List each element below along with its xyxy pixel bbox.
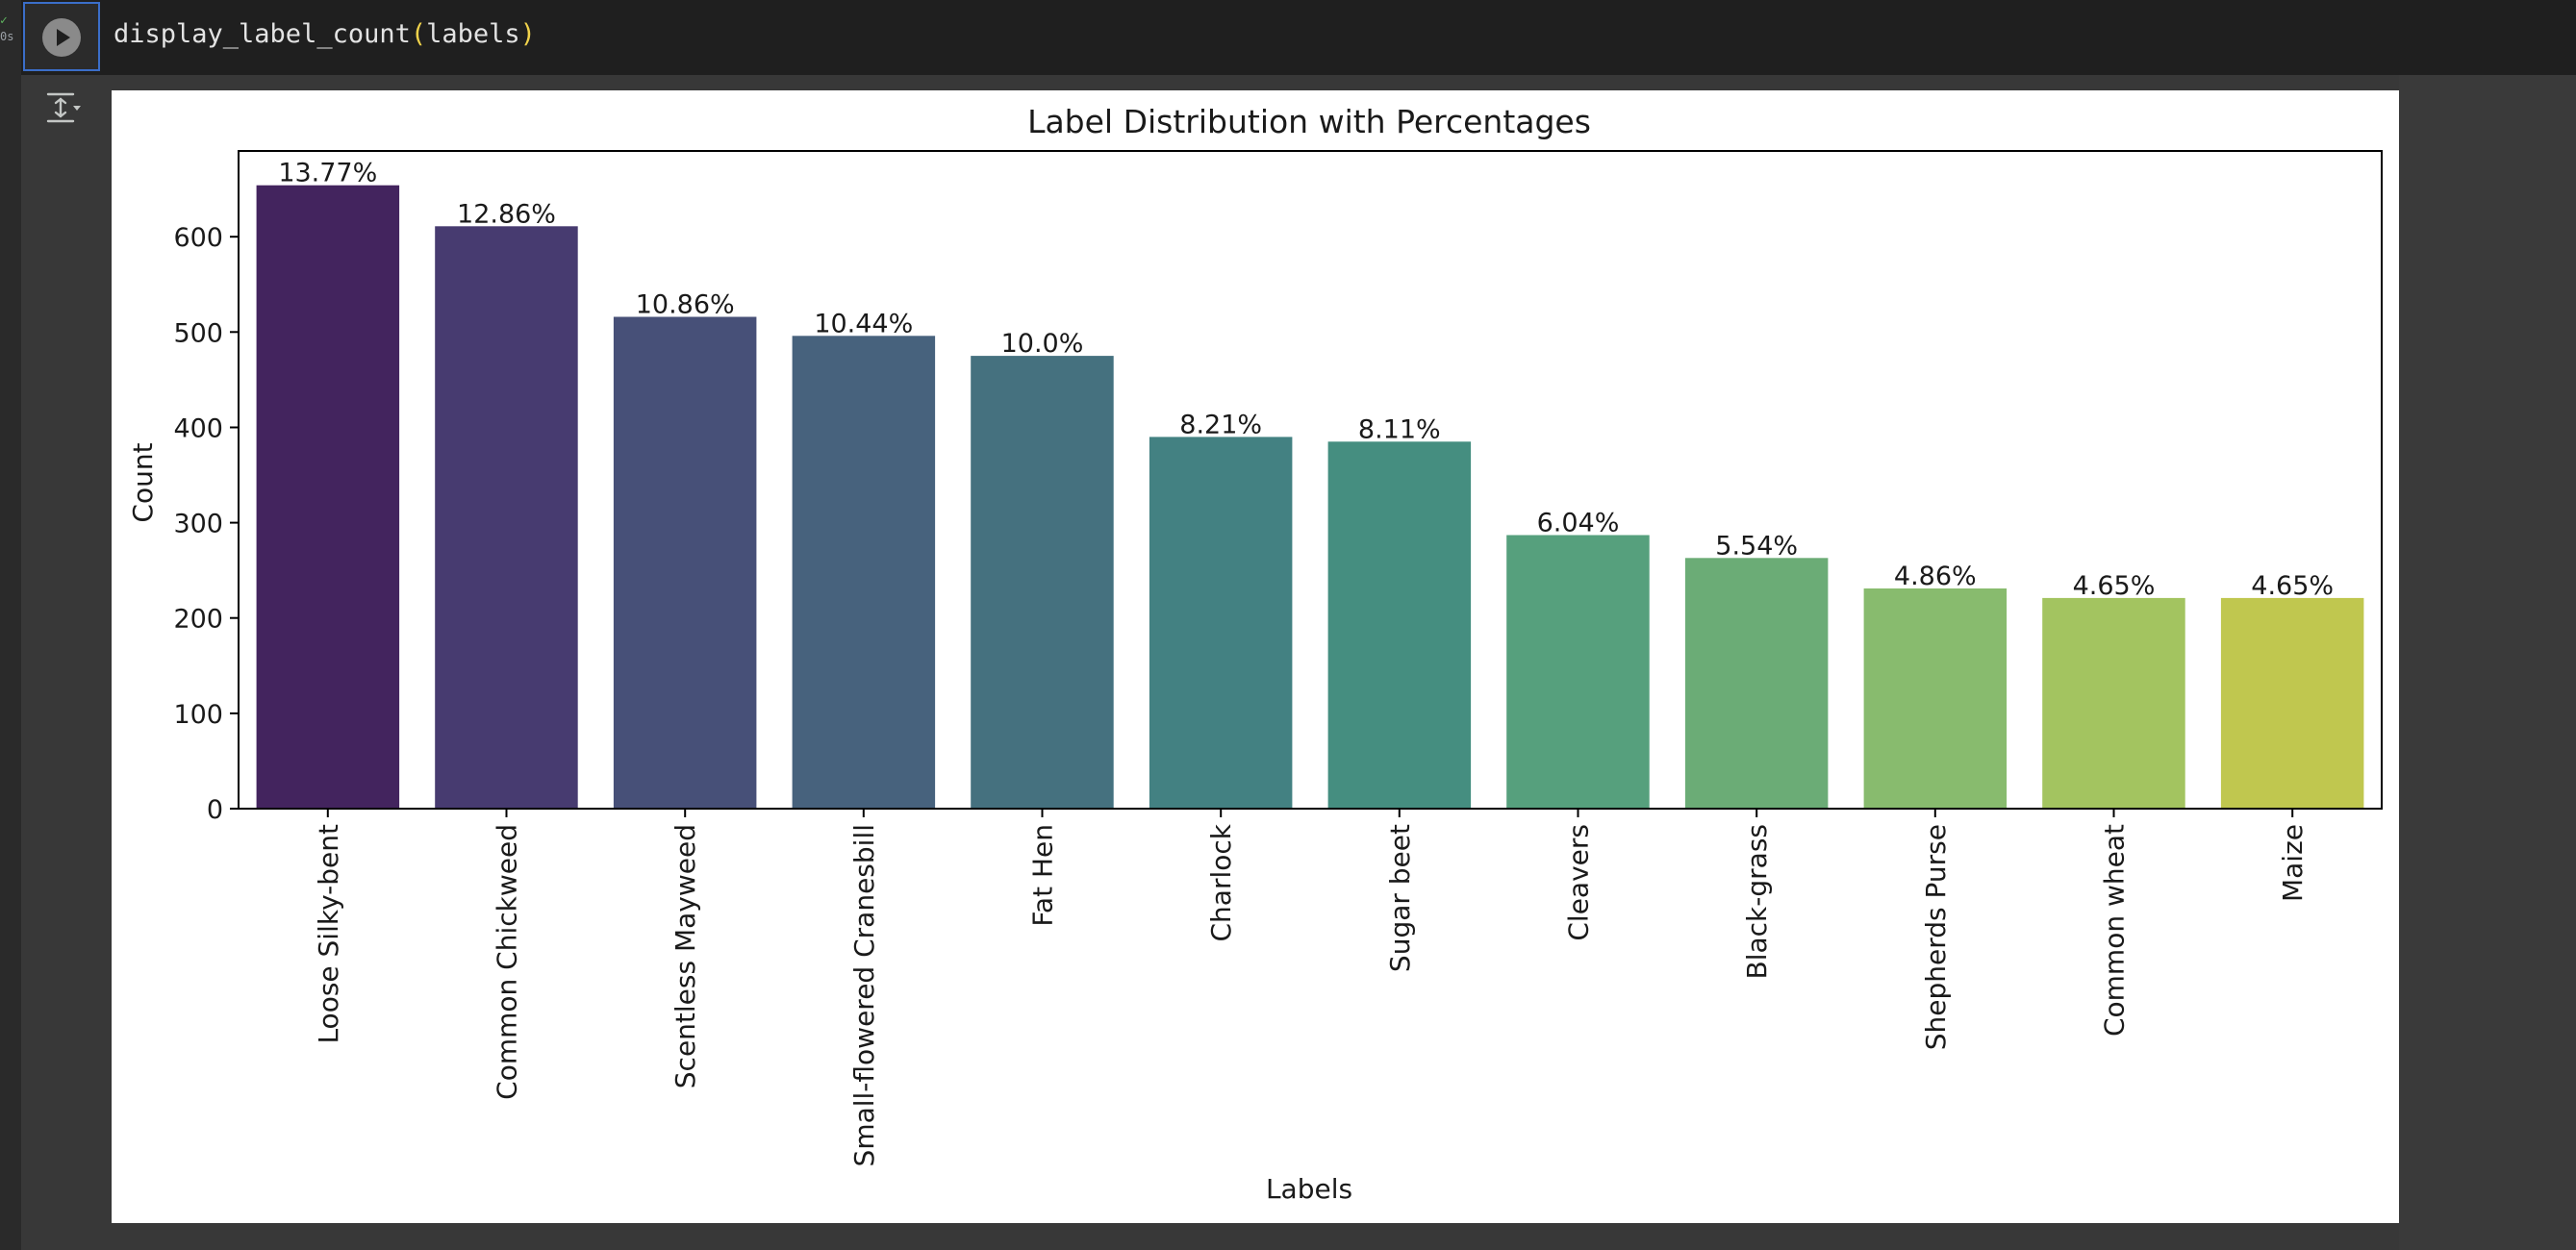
bar-percent-label: 5.54%: [1715, 531, 1798, 561]
bar-3: [792, 336, 936, 809]
y-tick-label: 100: [173, 700, 223, 730]
x-tick-label: Black-grass: [1741, 824, 1773, 979]
y-tick-label: 200: [173, 605, 223, 635]
bar-2: [613, 316, 757, 809]
execution-time: 0s: [0, 30, 14, 43]
x-tick-label: Common wheat: [2099, 824, 2131, 1037]
bar-percent-label: 8.11%: [1358, 414, 1441, 444]
x-tick-label: Shepherds Purse: [1920, 824, 1952, 1050]
x-tick-label: Cleavers: [1563, 824, 1595, 941]
bar-percent-label: 4.86%: [1894, 562, 1977, 591]
bar-1: [435, 226, 578, 810]
code-cell-input[interactable]: [0, 0, 2576, 75]
bar-percent-label: 4.65%: [2073, 571, 2156, 601]
code-close-paren: ): [519, 19, 536, 49]
bar-percent-label: 10.86%: [636, 290, 735, 320]
bar-10: [2042, 597, 2185, 809]
code-editor-line[interactable]: display_label_count(labels): [114, 17, 536, 52]
code-argument: labels: [426, 19, 520, 49]
x-tick-label: Loose Silky-bent: [313, 824, 344, 1044]
x-tick-label: Scentless Mayweed: [669, 824, 701, 1088]
code-function-name: display_label_count: [114, 19, 411, 49]
x-tick-label: Small-flowered Cranesbill: [848, 824, 880, 1166]
y-tick-label: 600: [173, 223, 223, 253]
right-panel: [2399, 75, 2576, 1250]
checkmark-icon: ✓: [0, 13, 8, 28]
bar-6: [1327, 441, 1472, 809]
bar-percent-label: 8.21%: [1179, 410, 1262, 439]
x-tick-label: Fat Hen: [1027, 824, 1059, 927]
bar-7: [1506, 535, 1650, 809]
bar-percent-label: 10.0%: [1001, 329, 1084, 359]
y-tick-label: 500: [173, 318, 223, 348]
y-tick-label: 400: [173, 414, 223, 444]
x-tick-label: Sugar beet: [1384, 824, 1416, 972]
output-toggle-icon[interactable]: [44, 88, 83, 127]
bar-percent-label: 10.44%: [814, 309, 913, 338]
bar-chart: Label Distribution with Percentages Coun…: [127, 103, 2383, 1205]
bar-percent-label: 12.86%: [457, 199, 556, 229]
bar-4: [971, 356, 1114, 809]
chart-figure: Label Distribution with Percentages Coun…: [112, 90, 2399, 1223]
bar-5: [1149, 437, 1293, 809]
bar-9: [1863, 588, 2008, 809]
x-tick-label: Maize: [2277, 824, 2309, 902]
x-tick-label: Charlock: [1205, 823, 1237, 941]
y-axis-label: Count: [127, 442, 159, 522]
y-tick-label: 300: [173, 510, 223, 539]
bar-0: [256, 185, 400, 809]
cell-gutter: [0, 0, 21, 1250]
bar-percent-label: 13.77%: [278, 159, 377, 188]
bar-percent-label: 4.65%: [2251, 571, 2334, 601]
x-tick-label: Common Chickweed: [492, 824, 523, 1100]
bar-percent-label: 6.04%: [1537, 509, 1620, 538]
plot-frame: [238, 150, 2383, 810]
execution-status: ✓ 0s: [0, 13, 19, 45]
bar-11: [2220, 597, 2364, 809]
chart-title: Label Distribution with Percentages: [1027, 103, 1591, 140]
x-axis-label: Labels: [1266, 1173, 1352, 1205]
bar-8: [1684, 558, 1829, 809]
play-circle-icon[interactable]: [42, 18, 81, 57]
code-open-paren: (: [410, 19, 427, 49]
y-tick-label: 0: [207, 795, 223, 825]
